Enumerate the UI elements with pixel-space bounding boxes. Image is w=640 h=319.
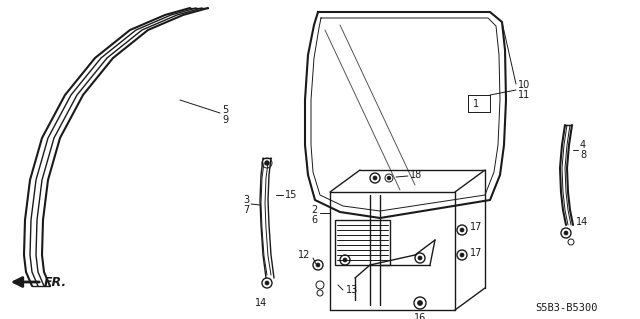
Text: 3: 3	[243, 195, 249, 205]
Text: 17: 17	[470, 248, 483, 258]
Circle shape	[418, 256, 422, 260]
Text: 14: 14	[255, 298, 267, 308]
Circle shape	[373, 176, 377, 180]
Text: 2: 2	[312, 205, 318, 215]
Text: 8: 8	[580, 150, 586, 160]
Text: 17: 17	[470, 222, 483, 232]
Text: 16: 16	[414, 313, 426, 319]
Text: 13: 13	[346, 285, 358, 295]
Text: 1: 1	[473, 99, 479, 109]
Text: S5B3-B5300: S5B3-B5300	[535, 303, 598, 313]
Text: FR.: FR.	[44, 276, 67, 288]
Text: 14: 14	[576, 217, 588, 227]
Circle shape	[387, 176, 390, 180]
Text: 10: 10	[518, 80, 531, 90]
Circle shape	[316, 263, 320, 267]
Circle shape	[460, 228, 464, 232]
Circle shape	[460, 253, 464, 257]
Text: 15: 15	[285, 190, 298, 200]
Bar	[335, 220, 390, 265]
Text: 9: 9	[222, 115, 228, 125]
Text: 12: 12	[298, 250, 310, 260]
Text: 5: 5	[222, 105, 228, 115]
Text: 4: 4	[580, 140, 586, 150]
Text: 6: 6	[312, 215, 318, 225]
Circle shape	[265, 281, 269, 285]
Text: 7: 7	[243, 205, 249, 215]
Circle shape	[417, 300, 422, 306]
Text: 18: 18	[410, 170, 422, 180]
Circle shape	[343, 258, 347, 262]
Circle shape	[564, 231, 568, 235]
Circle shape	[265, 161, 269, 165]
Text: 11: 11	[518, 90, 531, 100]
